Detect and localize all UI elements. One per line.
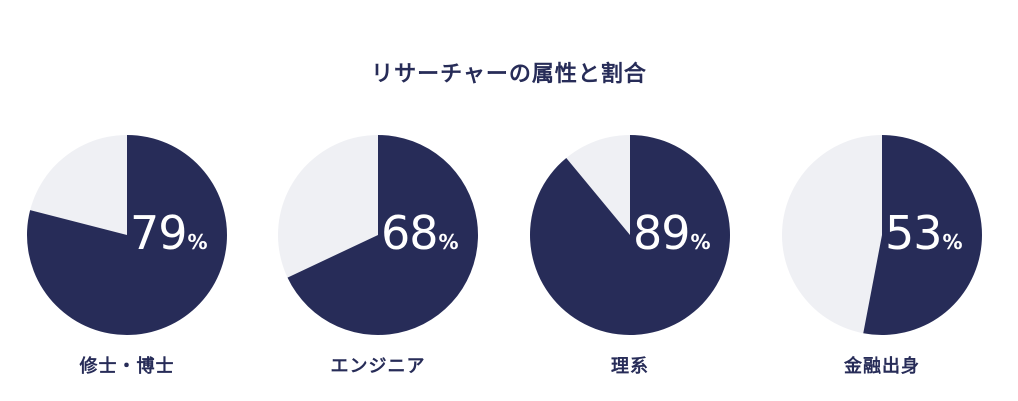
pie-chart-engineer: 68% エンジニア	[273, 130, 483, 380]
percent-sign: %	[187, 230, 208, 254]
pie-chart-masters-phd: 79% 修士・博士	[22, 130, 232, 380]
pie-chart-finance: 53% 金融出身	[777, 130, 987, 380]
percent-sign: %	[438, 230, 459, 254]
pie-charts-row: 79% 修士・博士 68% エンジニア 89% 理系 53% 金融出身	[0, 130, 1018, 390]
pie-svg-0	[26, 135, 227, 335]
pie-svg-3	[782, 135, 982, 335]
percentage-value: 68	[381, 206, 439, 260]
category-label: 修士・博士	[79, 356, 175, 377]
percent-sign: %	[942, 230, 963, 254]
pie-chart-science: 89% 理系	[525, 130, 735, 380]
percentage-value: 79	[130, 206, 188, 260]
percentage-value: 53	[885, 206, 943, 260]
percentage-label: 89%	[633, 210, 711, 256]
pie-value-slice	[287, 135, 479, 335]
pie-value-slice	[26, 135, 227, 335]
pie-svg-1	[278, 135, 479, 335]
category-label: エンジニア	[330, 356, 426, 377]
percentage-label: 53%	[885, 210, 963, 256]
pie-svg-2	[530, 135, 731, 335]
chart-title: リサーチャーの属性と割合	[371, 62, 647, 87]
category-label: 金融出身	[844, 356, 920, 377]
percentage-label: 79%	[130, 210, 208, 256]
percentage-label: 68%	[381, 210, 459, 256]
pie-value-slice	[530, 135, 731, 335]
pie-value-slice	[863, 135, 982, 335]
percentage-value: 89	[633, 206, 691, 260]
percent-sign: %	[690, 230, 711, 254]
category-label: 理系	[611, 356, 649, 377]
